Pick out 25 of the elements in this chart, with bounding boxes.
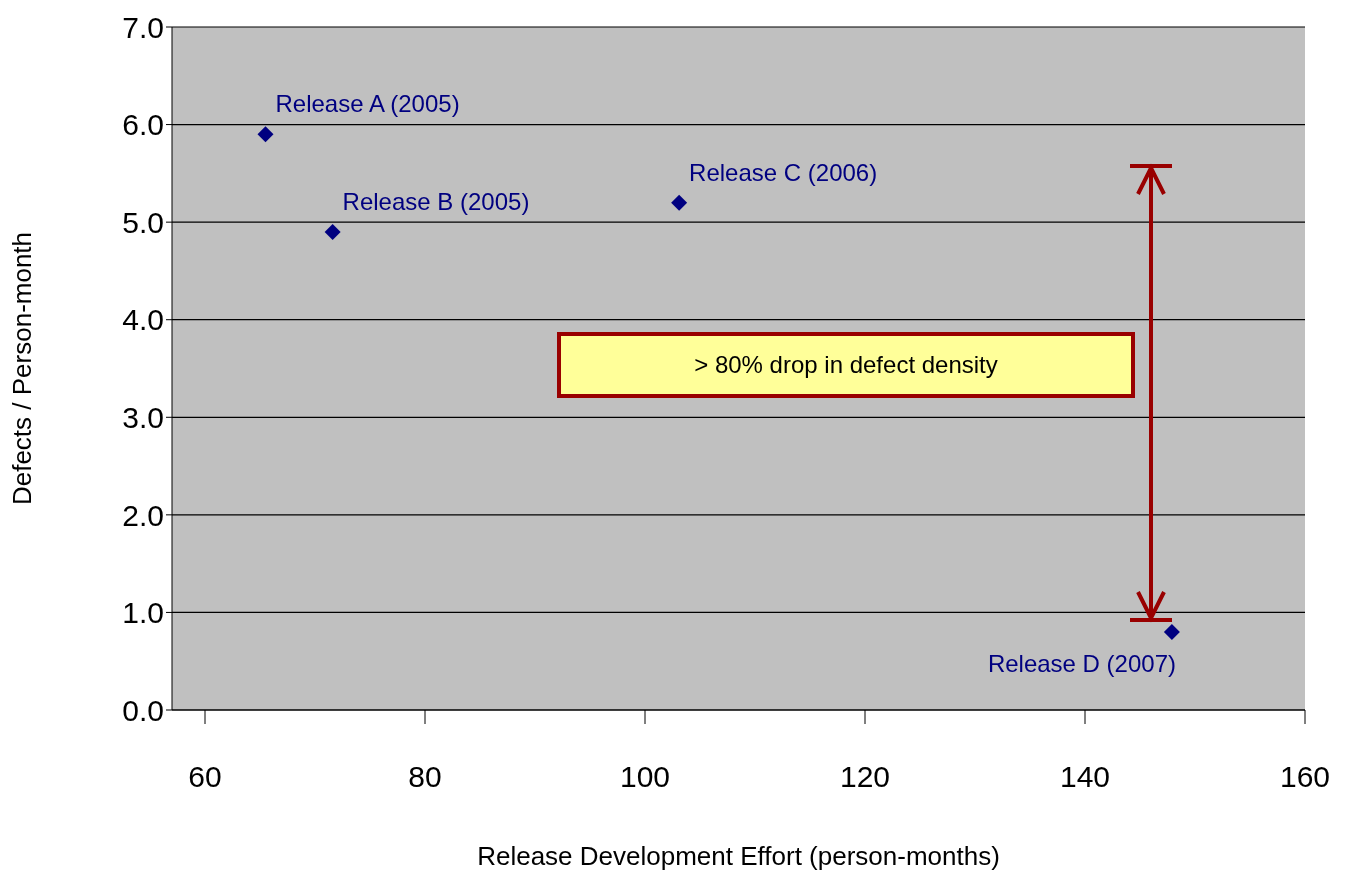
y-tick-label: 7.0 [122,10,164,44]
x-axis-title: Release Development Effort (person-months) [477,841,1000,871]
callout-box: > 80% drop in defect density [557,332,1135,398]
x-tick-label: 100 [619,760,671,794]
x-tick-label: 60 [188,760,222,794]
y-tick-label: 1.0 [122,596,164,630]
y-tick-label: 5.0 [122,205,164,239]
annotation: Release B (2005) [342,187,530,215]
y-tick-label: 4.0 [122,303,164,337]
point [1163,623,1180,640]
y-tick-label: 3.0 [122,400,164,434]
point [671,194,688,211]
x-tick-label: 120 [839,760,891,794]
point [324,223,341,240]
annotation: Release D (2007) [987,649,1177,677]
y-axis-title: Defects / Person-month [7,231,38,506]
x-tick-label: 80 [408,760,442,794]
y-tick-label: 2.0 [122,498,164,532]
annotation: Release C (2006) [689,158,878,186]
x-tick-label: 160 [1279,760,1331,794]
y-tick-label: 6.0 [122,108,164,142]
y-tick-label: 0.0 [122,693,164,727]
x-tick-label: 140 [1059,760,1111,794]
annotation: Release A (2005) [275,90,460,118]
point [257,126,274,143]
